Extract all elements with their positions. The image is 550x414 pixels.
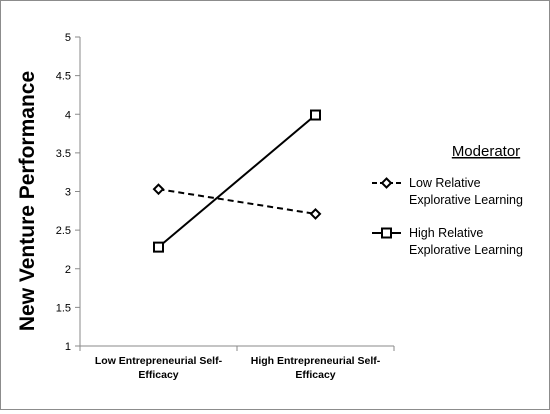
- y-tick-label: 2: [65, 264, 71, 276]
- legend: Moderator Low Relative Explorative Learni…: [372, 143, 523, 257]
- y-tick-label: 1: [65, 341, 71, 353]
- series-line: [157, 114, 317, 248]
- x-tick-label-line: Low Entrepreneurial Self-: [95, 355, 223, 367]
- axes: 1 1.5 2 2.5 3 3.5 4 4.5 5 Low Entrepreneurial Sel…: [56, 32, 395, 381]
- legend-marker: [381, 227, 392, 239]
- series-low-relative-explorative-learning: [152, 183, 322, 220]
- x-tick-label: High Entrepreneurial Self- Efficacy: [251, 355, 381, 381]
- y-tick-label: 4: [65, 109, 71, 121]
- legend-marker: [380, 177, 393, 189]
- y-axis-label: New Venture Performance: [16, 71, 39, 331]
- legend-label-line: Explorative Learning: [409, 243, 523, 257]
- y-tick-label: 4.5: [56, 71, 71, 83]
- legend-title: Moderator: [452, 143, 520, 160]
- data-point-marker: [152, 183, 165, 196]
- y-tick-label: 3: [65, 187, 71, 199]
- legend-entry: High Relative Explorative Learning: [372, 226, 523, 257]
- series-line: [158, 188, 316, 215]
- legend-label-line: Explorative Learning: [409, 193, 523, 207]
- series-high-relative-explorative-learning: [153, 109, 321, 253]
- legend-entry: Low Relative Explorative Learning: [372, 176, 523, 207]
- legend-label-line: Low Relative: [409, 176, 481, 190]
- x-tick-label: Low Entrepreneurial Self- Efficacy: [95, 355, 223, 381]
- x-tick-label-line: Efficacy: [138, 369, 178, 381]
- y-tick-label: 5: [65, 32, 71, 44]
- x-tick-label-line: High Entrepreneurial Self-: [251, 355, 381, 367]
- x-tick-label-line: Efficacy: [295, 369, 335, 381]
- data-point-marker: [309, 207, 322, 220]
- data-point-marker: [153, 241, 164, 253]
- y-tick-label: 3.5: [56, 148, 71, 160]
- data-point-marker: [310, 109, 321, 121]
- series-layer: [152, 109, 322, 253]
- y-tick-label: 2.5: [56, 225, 71, 237]
- legend-label-line: High Relative: [409, 226, 483, 240]
- y-tick-label: 1.5: [56, 302, 71, 314]
- legend-label: Low Relative Explorative Learning: [409, 176, 523, 207]
- legend-label: High Relative Explorative Learning: [409, 226, 523, 257]
